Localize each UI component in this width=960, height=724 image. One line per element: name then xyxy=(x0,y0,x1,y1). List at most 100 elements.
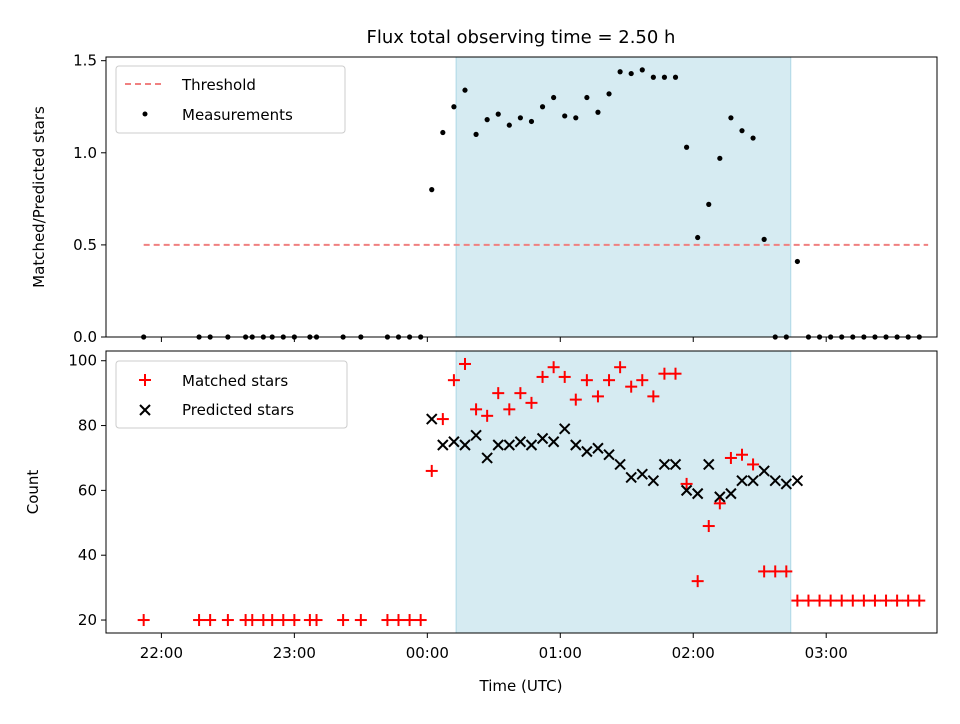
predicted-star-point xyxy=(581,445,593,458)
matched-star-point xyxy=(591,390,604,403)
matched-star-point xyxy=(702,520,715,533)
ytick-label: 100 xyxy=(68,352,97,370)
predicted-star-point xyxy=(636,468,648,480)
matched-star-point xyxy=(902,594,915,607)
measurement-point xyxy=(672,74,679,80)
predicted-star-point xyxy=(780,478,793,490)
matched-star-point xyxy=(791,594,804,607)
matched-star-point xyxy=(647,390,660,403)
xtick-label: 22:00 xyxy=(140,644,183,662)
predicted-star-point xyxy=(559,423,571,435)
predicted-star-point xyxy=(525,439,538,451)
matched-star-point xyxy=(691,575,704,588)
predicted-star-point xyxy=(691,487,704,500)
threshold-legend-label: Threshold xyxy=(181,76,256,94)
measurement-point xyxy=(551,94,557,101)
predicted-star-point xyxy=(603,449,615,461)
predicted-star-point xyxy=(758,465,770,477)
matched-star-point xyxy=(580,374,593,387)
predicted-star-point xyxy=(514,436,527,448)
matched-star-point xyxy=(481,409,494,422)
measurement-point xyxy=(451,104,457,110)
predicted-star-point xyxy=(647,474,660,487)
matched-stars-points xyxy=(137,357,926,627)
predicted-stars-legend-label: Predicted stars xyxy=(182,401,294,419)
matched-star-point xyxy=(747,458,760,471)
measurement-point xyxy=(506,122,512,128)
flux-ratio-panel: 0.0 0.5 1.0 1.5 Matched/Predicted stars Thr… xyxy=(30,52,938,346)
matched-star-point xyxy=(137,614,150,627)
measurement-point xyxy=(650,74,656,80)
matched-star-point xyxy=(614,361,627,374)
bottom-yticks: 20 40 60 80 100 xyxy=(68,352,106,629)
matched-star-point xyxy=(436,413,449,426)
measurement-point xyxy=(794,258,800,265)
predicted-star-point xyxy=(481,452,493,464)
matched-star-point xyxy=(458,357,471,370)
matched-star-point xyxy=(288,614,301,627)
matched-star-point xyxy=(558,370,571,383)
ytick-label: 40 xyxy=(78,546,97,564)
shaded-observing-window xyxy=(455,350,792,634)
matched-star-point xyxy=(625,380,638,393)
matched-star-point xyxy=(204,614,217,627)
matched-star-point xyxy=(735,448,748,461)
figure-title: Flux total observing time = 2.50 h xyxy=(367,27,676,48)
matched-star-point xyxy=(758,565,771,578)
matched-star-point xyxy=(470,403,483,416)
predicted-star-point xyxy=(769,474,781,487)
matched-stars-legend-label: Matched stars xyxy=(182,372,288,390)
predicted-star-point xyxy=(747,474,759,487)
predicted-star-point xyxy=(470,429,482,441)
measurement-point xyxy=(717,155,723,161)
matched-star-point xyxy=(669,367,682,380)
matched-star-point xyxy=(846,594,859,607)
bottom-plot-frame xyxy=(105,350,938,634)
top-legend-box xyxy=(115,65,346,134)
predicted-star-point xyxy=(437,439,449,451)
ytick-label: 0.0 xyxy=(73,328,97,346)
predicted-star-point xyxy=(570,439,582,451)
star-count-panel: 20 40 60 80 100 22:00 23:00 00:00 01:00 02:00 03:… xyxy=(24,350,938,695)
ytick-label: 20 xyxy=(78,611,97,629)
measurement-point xyxy=(517,115,523,121)
measurement-point xyxy=(617,69,623,75)
measurement-point xyxy=(495,111,501,117)
ytick-label: 1.0 xyxy=(73,144,97,162)
measurement-point xyxy=(462,87,468,93)
predicted-star-point xyxy=(703,458,715,471)
matched-star-point xyxy=(266,614,279,627)
matched-star-point xyxy=(868,594,881,607)
matched-star-point xyxy=(680,477,693,490)
ytick-label: 80 xyxy=(78,417,97,435)
ytick-label: 0.5 xyxy=(73,236,97,254)
predicted-star-point xyxy=(725,487,737,500)
measurement-point xyxy=(761,236,767,242)
matched-star-point xyxy=(525,396,538,409)
measurements-legend-swatch xyxy=(142,111,148,117)
predicted-star-point xyxy=(669,458,682,471)
bottom-xticks: 22:00 23:00 00:00 01:00 02:00 03:00 xyxy=(140,633,848,662)
matched-stars-legend-swatch xyxy=(139,374,151,386)
predicted-star-point xyxy=(680,484,693,497)
xtick-label: 00:00 xyxy=(406,644,449,662)
measurement-point xyxy=(706,201,712,207)
measurement-point xyxy=(429,187,435,193)
predicted-star-point xyxy=(592,442,604,454)
ytick-label: 1.5 xyxy=(73,52,97,70)
matched-star-point xyxy=(492,387,505,400)
measurement-point xyxy=(695,234,701,241)
matched-star-point xyxy=(835,594,848,607)
matched-star-point xyxy=(354,614,367,627)
top-shaded-region xyxy=(455,56,792,338)
matched-star-point xyxy=(193,614,206,627)
xtick-label: 23:00 xyxy=(273,644,316,662)
matched-star-point xyxy=(891,594,904,607)
top-plot-frame xyxy=(105,56,938,338)
measurement-point xyxy=(661,74,668,80)
matched-star-point xyxy=(713,497,726,510)
measurement-point xyxy=(440,129,446,136)
matched-star-point xyxy=(425,464,438,477)
matched-star-point xyxy=(880,594,893,607)
